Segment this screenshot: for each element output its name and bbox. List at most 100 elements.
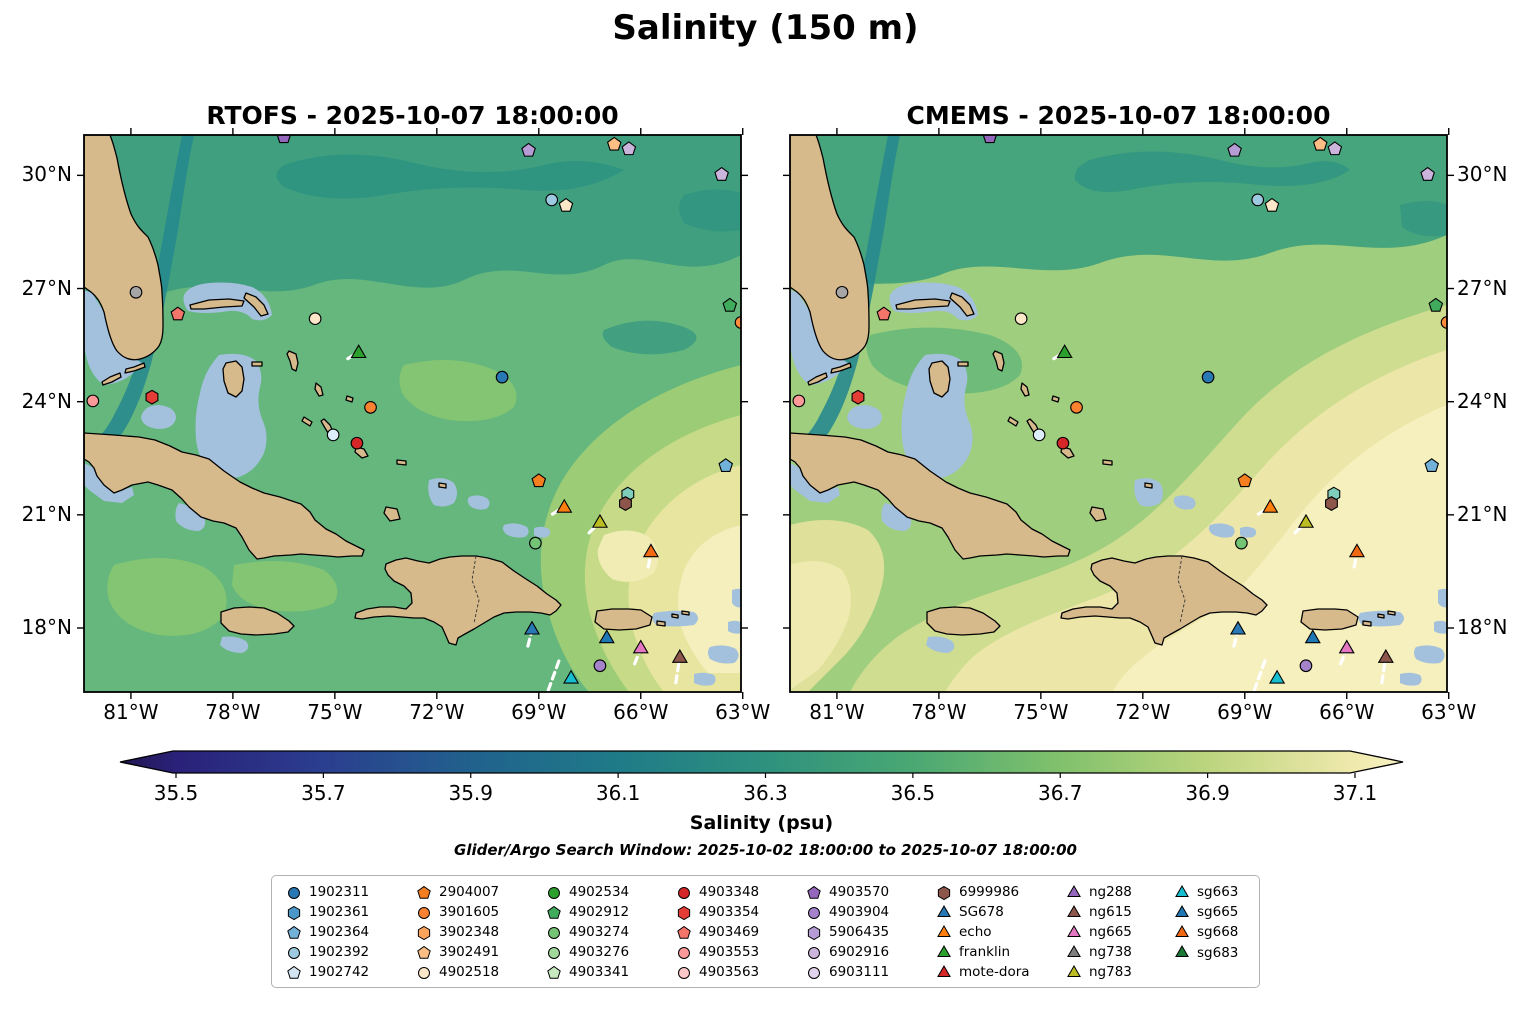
colorbar-tick-label: 35.5 (153, 781, 199, 805)
legend-marker-triangle (1175, 945, 1189, 958)
circle-marker-icon (808, 906, 820, 919)
pentagon-marker-icon (287, 965, 301, 979)
lat-tick-label: 24°N (21, 388, 72, 413)
legend-marker-pentagon (547, 965, 561, 979)
platform-marker-pentagon (722, 297, 738, 312)
shallow-bank (728, 620, 741, 634)
platform-marker-triangle (1304, 629, 1321, 644)
legend-item: sg683 (1174, 943, 1256, 963)
legend-marker-circle (808, 946, 820, 959)
circle-marker-icon (678, 946, 690, 959)
legend-item: franklin (936, 942, 1066, 962)
map-frame (83, 134, 742, 693)
platform-marker-pentagon (1428, 297, 1444, 312)
legend-item: 6902916 (806, 942, 936, 962)
landmass (790, 432, 1071, 560)
figure-title: Salinity (150 m) (612, 8, 919, 48)
legend-item: 5906435 (806, 922, 936, 942)
legend-label: ng738 (1089, 944, 1132, 960)
landmass (895, 298, 951, 310)
lon-tick-label: 75°W (307, 700, 363, 724)
circle-marker-icon (548, 886, 560, 899)
pentagon-marker-icon (547, 905, 561, 919)
circle-marker-icon (418, 906, 430, 919)
legend-item: 3902491 (416, 942, 546, 962)
lon-tick-label: 69°W (511, 700, 567, 724)
map-content (790, 135, 1447, 692)
landmass (1089, 506, 1107, 522)
pentagon-marker-icon (417, 945, 431, 959)
shallow-bank (534, 526, 551, 538)
platform-marker-circle (1056, 436, 1070, 450)
panel-title-cmems: CMEMS - 2025-10-07 18:00:00 (906, 101, 1331, 130)
legend-marker-hexagon (807, 925, 821, 940)
legend-label: 6903111 (829, 964, 890, 980)
legend-item: 1902311 (286, 882, 416, 902)
legend-item: 6903111 (806, 962, 936, 982)
platform-marker-pentagon (621, 141, 637, 156)
colorbar-bar (119, 750, 1404, 774)
legend-marker-triangle (937, 944, 951, 957)
landmass (383, 506, 401, 522)
legend-marker-pentagon (807, 885, 821, 899)
legend-item: 1902392 (286, 942, 416, 962)
landmass (671, 613, 679, 619)
platform-marker-triangle (1377, 648, 1394, 663)
platform-marker-triangle (642, 543, 660, 558)
platform-marker-circle (86, 394, 100, 408)
platform-marker-pentagon (876, 306, 892, 321)
platform-marker-hexagon (1325, 496, 1338, 511)
legend-label: 4903469 (699, 924, 760, 940)
colorbar-tick-label: 37.1 (1332, 781, 1378, 805)
shallow-bank (1438, 588, 1447, 608)
shallow-bank (881, 503, 912, 531)
colorbar-tick-label: 35.7 (301, 781, 346, 805)
landmass (251, 361, 263, 367)
legend-marker-circle (678, 886, 690, 899)
legend-label: 1902742 (309, 964, 370, 980)
legend-item: 3902348 (416, 922, 546, 942)
shallow-bank (1414, 645, 1445, 664)
legend-marker-pentagon (417, 945, 431, 959)
legend-label: 4903904 (829, 904, 890, 920)
legend-item: 4903276 (546, 942, 676, 962)
lat-tick-label: 24°N (1457, 388, 1508, 413)
lon-tick-label: 63°W (715, 700, 771, 724)
legend-item: 4903348 (676, 882, 806, 902)
platform-marker-circle (835, 285, 849, 299)
circle-marker-icon (548, 926, 560, 939)
legend-label: 4902912 (569, 904, 630, 920)
platform-marker-circle (1440, 316, 1447, 329)
platform-marker-circle (1070, 400, 1083, 414)
landmass (1102, 459, 1113, 466)
hexagon-marker-icon (807, 925, 821, 940)
landmass (1051, 395, 1060, 403)
landmass (1300, 608, 1359, 631)
legend-marker-triangle (937, 964, 951, 977)
legend-label: ng288 (1089, 884, 1132, 900)
shallow-bank (694, 672, 716, 686)
platform-marker-pentagon (1312, 136, 1328, 151)
platform-marker-pentagon (606, 136, 622, 151)
lat-tick-label: 30°N (21, 162, 72, 187)
legend-marker-triangle (937, 904, 951, 917)
pentagon-marker-icon (547, 965, 561, 979)
landmass (84, 432, 365, 560)
legend-column: 4903570 4903904 5906435 6902916 6903111 (806, 882, 936, 981)
platform-marker-circle (364, 400, 377, 414)
landmass (928, 360, 951, 398)
legend-label: 6902916 (829, 944, 890, 960)
legend-label: 6999986 (959, 884, 1020, 900)
legend-item: 4903354 (676, 902, 806, 922)
colorbar-tick-label: 36.1 (595, 781, 641, 805)
platform-marker-circle (734, 316, 741, 329)
pentagon-marker-icon (807, 885, 821, 899)
landmass (1007, 416, 1019, 427)
triangle-marker-icon (1067, 944, 1081, 957)
hexagon-marker-icon (287, 905, 301, 920)
hexagon-marker-icon (937, 885, 951, 900)
platform-marker-pentagon (276, 135, 292, 144)
legend-marker-circle (288, 886, 300, 899)
platform-marker-pentagon (1264, 197, 1280, 212)
hexagon-marker-icon (417, 925, 431, 940)
